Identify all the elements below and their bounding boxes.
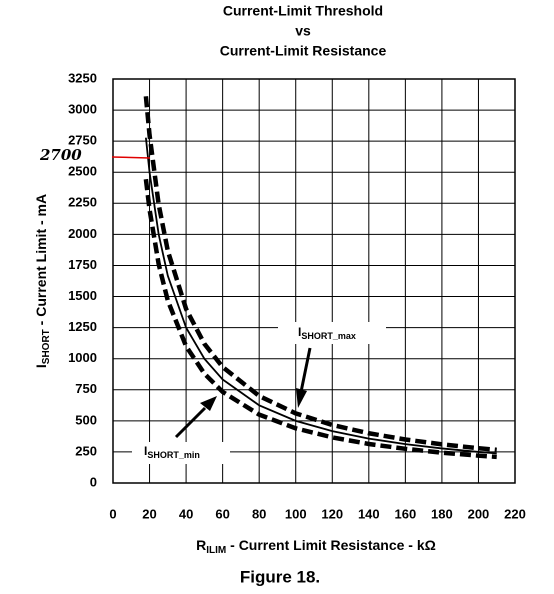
x-tick-label: 100: [285, 506, 307, 521]
y-label-main: I: [33, 364, 49, 368]
chart-title: vs: [295, 23, 311, 39]
y-tick-label: 2250: [68, 195, 97, 210]
label-bg: [278, 322, 386, 344]
series-line: [143, 96, 497, 453]
series-line: [144, 137, 497, 455]
y-tick-label: 0: [90, 474, 97, 489]
plot-border: [112, 78, 516, 484]
arrow-head: [296, 388, 307, 408]
y-tick-label: 1500: [68, 288, 97, 303]
x-tick-label: 200: [468, 506, 490, 521]
annotation-min: ISHORT_min: [144, 444, 200, 460]
y-tick-label: 3250: [68, 70, 97, 85]
x-tick-label: 120: [321, 506, 343, 521]
y-axis-label: ISHORT - Current Limit - mA: [33, 194, 52, 368]
annotation-main: I: [144, 444, 147, 458]
y-tick-label: 2500: [68, 164, 97, 179]
x-tick-label: 80: [252, 506, 266, 521]
x-tick-label: 140: [358, 506, 380, 521]
y-tick-label: 750: [75, 381, 97, 396]
y-tick-label: 3000: [68, 102, 97, 117]
chart-title: Current-Limit Threshold: [223, 3, 383, 19]
x-tick-label: 60: [215, 506, 229, 521]
y-tick-label: 500: [75, 412, 97, 427]
x-tick-label: 160: [395, 506, 417, 521]
arrow-shaft: [299, 347, 312, 393]
x-label-main: R: [196, 537, 206, 553]
x-label-rest: - Current Limit Resistance - kΩ: [226, 537, 436, 553]
x-tick-label: 20: [142, 506, 156, 521]
lines: [143, 96, 497, 460]
red-mark: [111, 156, 151, 159]
y-tick-label: 250: [75, 443, 97, 458]
y-label-sub: SHORT: [41, 329, 52, 364]
x-axis-label: RILIM - Current Limit Resistance - kΩ: [196, 537, 436, 556]
y-label-rest: - Current Limit - mA: [33, 194, 49, 329]
x-label-sub: ILIM: [206, 545, 226, 556]
annotation-sub: SHORT_max: [301, 331, 356, 341]
x-tick-label: 0: [109, 506, 116, 521]
y-tick-label: 2750: [68, 133, 97, 148]
y-tick-label: 2000: [68, 226, 97, 241]
annotation-main: I: [298, 325, 301, 339]
series-line: [143, 178, 497, 460]
arrow-head: [200, 396, 217, 411]
x-tick-label: 180: [431, 506, 453, 521]
chart-title: Current-Limit Resistance: [220, 43, 387, 59]
x-tick-label: 40: [179, 506, 193, 521]
handwritten-note: 2700: [39, 146, 82, 164]
label-bg: [132, 442, 230, 464]
y-tick-label: 1750: [68, 257, 97, 272]
y-tick-label: 1000: [68, 350, 97, 365]
y-tick-label: 1250: [68, 319, 97, 334]
annotation-max: ISHORT_max: [298, 325, 356, 341]
figure-caption: Figure 18.: [240, 567, 320, 586]
arrow-shaft: [174, 406, 207, 439]
annotation-sub: SHORT_min: [147, 450, 200, 460]
x-tick-label: 220: [504, 506, 526, 521]
